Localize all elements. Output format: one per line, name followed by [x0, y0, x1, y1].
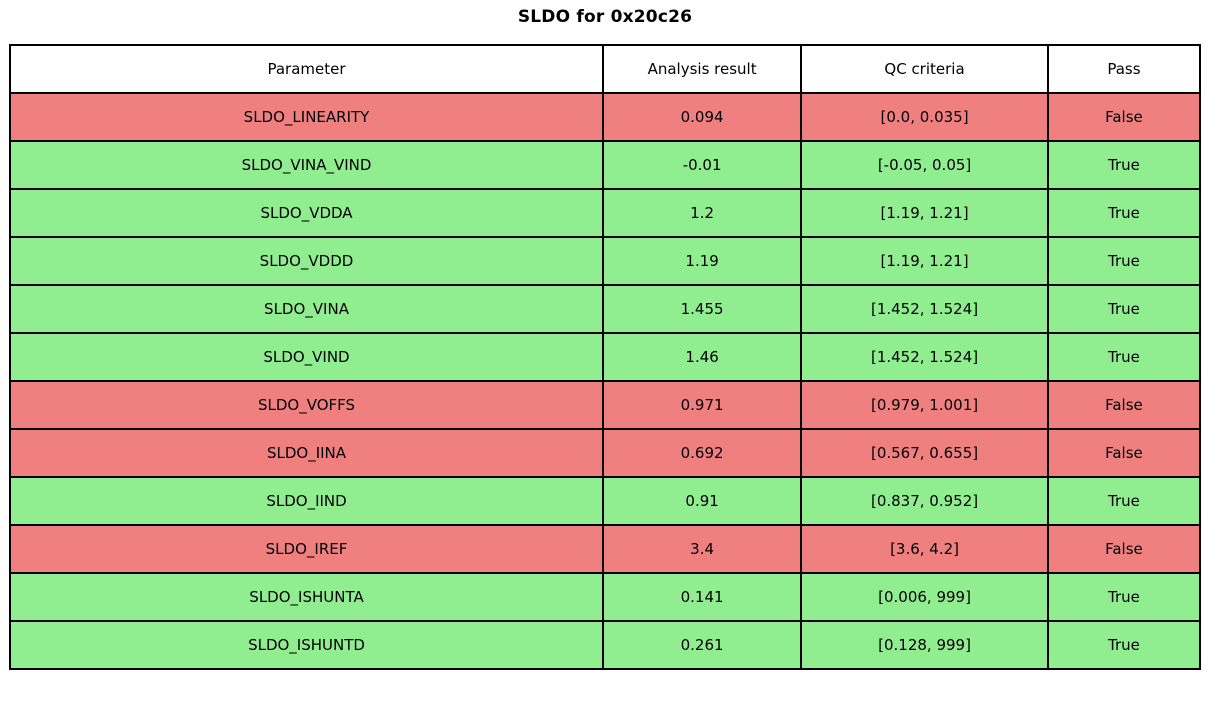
column-header-analysis-result: Analysis result: [602, 44, 803, 94]
cell-parameter: SLDO_LINEARITY: [8, 92, 605, 142]
cell-analysis-result: 0.692: [602, 428, 803, 478]
cell-pass: False: [1046, 428, 1202, 478]
cell-pass: True: [1046, 332, 1202, 382]
cell-parameter: SLDO_VINA_VIND: [8, 140, 605, 190]
cell-pass: True: [1046, 188, 1202, 238]
cell-qc-criteria: [0.567, 0.655]: [800, 428, 1049, 478]
table-row: SLDO_VDDD 1.19 [1.19, 1.21] True: [8, 236, 1202, 286]
cell-qc-criteria: [0.837, 0.952]: [800, 476, 1049, 526]
cell-qc-criteria: [0.0, 0.035]: [800, 92, 1049, 142]
cell-analysis-result: 0.094: [602, 92, 803, 142]
cell-pass: True: [1046, 236, 1202, 286]
table-row: SLDO_VINA 1.455 [1.452, 1.524] True: [8, 284, 1202, 334]
cell-analysis-result: 0.261: [602, 620, 803, 670]
cell-analysis-result: 0.971: [602, 380, 803, 430]
page-title: SLDO for 0x20c26: [517, 7, 693, 27]
cell-analysis-result: 1.46: [602, 332, 803, 382]
table-row: SLDO_VOFFS 0.971 [0.979, 1.001] False: [8, 380, 1202, 430]
cell-pass: True: [1046, 140, 1202, 190]
cell-parameter: SLDO_VDDD: [8, 236, 605, 286]
cell-qc-criteria: [1.452, 1.524]: [800, 332, 1049, 382]
cell-parameter: SLDO_ISHUNTA: [8, 572, 605, 622]
cell-parameter: SLDO_IINA: [8, 428, 605, 478]
cell-qc-criteria: [1.19, 1.21]: [800, 188, 1049, 238]
table-row: SLDO_IREF 3.4 [3.6, 4.2] False: [8, 524, 1202, 574]
cell-parameter: SLDO_VDDA: [8, 188, 605, 238]
cell-qc-criteria: [0.128, 999]: [800, 620, 1049, 670]
cell-pass: False: [1046, 380, 1202, 430]
cell-analysis-result: 1.2: [602, 188, 803, 238]
cell-qc-criteria: [-0.05, 0.05]: [800, 140, 1049, 190]
table-row: SLDO_ISHUNTA 0.141 [0.006, 999] True: [8, 572, 1202, 622]
cell-analysis-result: 1.455: [602, 284, 803, 334]
table-row: SLDO_VIND 1.46 [1.452, 1.524] True: [8, 332, 1202, 382]
table-row: SLDO_VDDA 1.2 [1.19, 1.21] True: [8, 188, 1202, 238]
cell-pass: True: [1046, 620, 1202, 670]
cell-qc-criteria: [0.006, 999]: [800, 572, 1049, 622]
table-row: SLDO_LINEARITY 0.094 [0.0, 0.035] False: [8, 92, 1202, 142]
cell-analysis-result: -0.01: [602, 140, 803, 190]
table-header: Parameter Analysis result QC criteria Pass: [8, 44, 1202, 94]
header-row: Parameter Analysis result QC criteria Pass: [8, 44, 1202, 94]
cell-qc-criteria: [1.19, 1.21]: [800, 236, 1049, 286]
cell-analysis-result: 0.91: [602, 476, 803, 526]
cell-pass: False: [1046, 92, 1202, 142]
cell-pass: True: [1046, 284, 1202, 334]
table-row: SLDO_ISHUNTD 0.261 [0.128, 999] True: [8, 620, 1202, 670]
table-row: SLDO_IINA 0.692 [0.567, 0.655] False: [8, 428, 1202, 478]
cell-parameter: SLDO_VIND: [8, 332, 605, 382]
table-body: SLDO_LINEARITY 0.094 [0.0, 0.035] False SLDO…: [8, 92, 1202, 670]
cell-qc-criteria: [3.6, 4.2]: [800, 524, 1049, 574]
cell-qc-criteria: [0.979, 1.001]: [800, 380, 1049, 430]
cell-parameter: SLDO_ISHUNTD: [8, 620, 605, 670]
cell-parameter: SLDO_IIND: [8, 476, 605, 526]
column-header-pass: Pass: [1046, 44, 1202, 94]
cell-analysis-result: 3.4: [602, 524, 803, 574]
cell-parameter: SLDO_VOFFS: [8, 380, 605, 430]
column-header-qc-criteria: QC criteria: [800, 44, 1049, 94]
cell-pass: False: [1046, 524, 1202, 574]
table-row: SLDO_VINA_VIND -0.01 [-0.05, 0.05] True: [8, 140, 1202, 190]
column-header-parameter: Parameter: [8, 44, 605, 94]
cell-pass: True: [1046, 572, 1202, 622]
cell-analysis-result: 0.141: [602, 572, 803, 622]
qc-results-table: Parameter Analysis result QC criteria Pass …: [8, 44, 1202, 670]
cell-qc-criteria: [1.452, 1.524]: [800, 284, 1049, 334]
table-row: SLDO_IIND 0.91 [0.837, 0.952] True: [8, 476, 1202, 526]
cell-parameter: SLDO_IREF: [8, 524, 605, 574]
cell-pass: True: [1046, 476, 1202, 526]
cell-parameter: SLDO_VINA: [8, 284, 605, 334]
cell-analysis-result: 1.19: [602, 236, 803, 286]
